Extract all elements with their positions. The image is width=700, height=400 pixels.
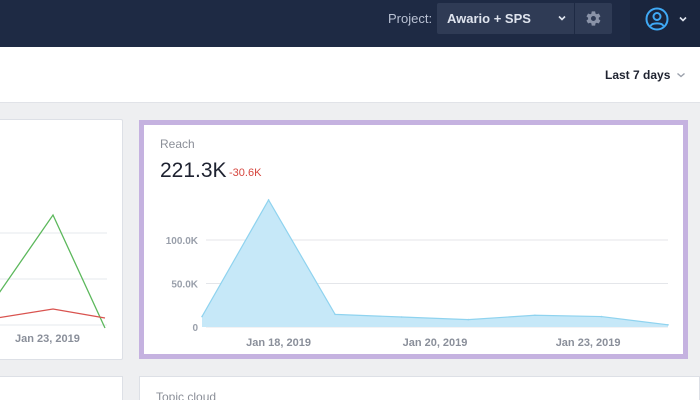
series-line-red [0, 308, 106, 319]
reach-delta: -30.6K [229, 167, 262, 179]
sub-header: Last 7 days [0, 47, 700, 103]
date-range-select[interactable]: Last 7 days [605, 68, 671, 82]
x-tick-label: Jan 18, 2019 [246, 337, 311, 349]
y-tick-label: 0 [192, 323, 198, 334]
x-tick-label: Jan 20, 2019 [403, 337, 468, 349]
data-point [267, 199, 270, 201]
user-circle-icon [645, 7, 669, 31]
x-tick-label: Jan 23, 2019 [15, 333, 80, 345]
reach-title: Reach [160, 137, 195, 151]
data-point [667, 324, 669, 326]
chevron-down-icon[interactable] [676, 70, 686, 80]
series-line-green [0, 213, 106, 329]
reach-area [202, 199, 668, 327]
bottom-left-card [0, 376, 123, 400]
y-tick-label: 50.0K [171, 280, 198, 291]
x-tick-label: Jan 23, 2019 [556, 337, 621, 349]
mentions-line-chart [0, 213, 107, 329]
chevron-down-icon [558, 15, 566, 21]
data-point [467, 318, 470, 321]
user-menu[interactable] [630, 0, 700, 47]
data-point [534, 314, 536, 317]
y-tick-label: 100.0K [166, 236, 199, 247]
mentions-chart-card: Jan 23, 2019 [0, 119, 123, 360]
top-bar: Project: Awario + SPS [0, 0, 700, 47]
topic-cloud-title: Topic cloud [156, 390, 217, 400]
topic-cloud-card: Topic cloud [139, 376, 700, 400]
project-label: Project: [388, 11, 433, 26]
reach-card[interactable]: Reach 221.3K -30.6K 0 50.0K 100.0K Jan 18, … [139, 120, 688, 359]
project-select-value: Awario + SPS [447, 11, 531, 26]
data-point [600, 315, 603, 318]
data-point [334, 313, 336, 316]
project-settings-button[interactable] [575, 3, 612, 34]
chevron-down-icon [679, 16, 687, 22]
data-point [400, 316, 403, 318]
gear-icon [586, 11, 601, 26]
data-point [201, 315, 203, 318]
reach-area-chart: 0 50.0K 100.0K Jan 18, 2019 Jan 20, 2019 Jan … [166, 198, 669, 349]
project-select[interactable]: Awario + SPS [437, 3, 574, 34]
reach-value: 221.3K [160, 159, 227, 182]
reach-line [201, 198, 669, 326]
